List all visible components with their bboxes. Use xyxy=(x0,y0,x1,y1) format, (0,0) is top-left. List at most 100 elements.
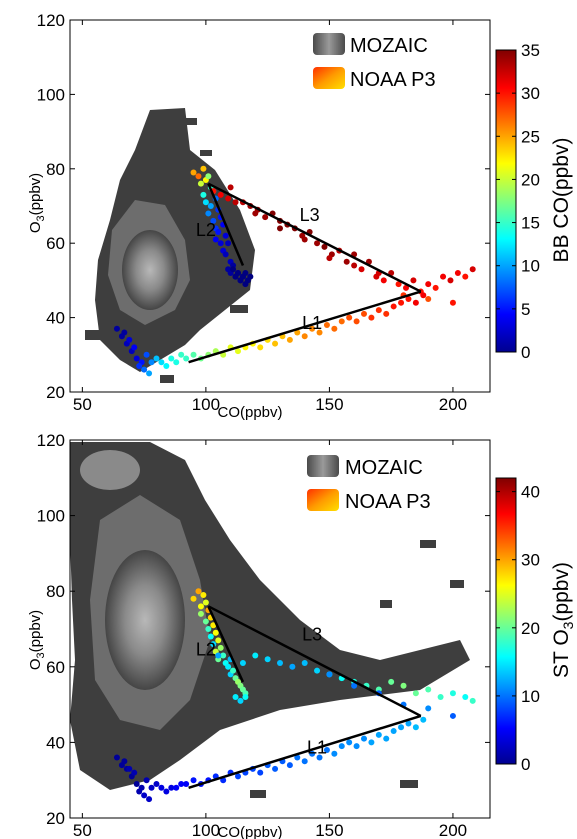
mixing-line-label: L3 xyxy=(300,205,320,225)
colorbar-tick-label: 30 xyxy=(521,84,540,103)
data-point xyxy=(257,344,264,351)
data-point xyxy=(262,214,269,221)
axis-ticks: 50 100 150 200 20 40 60 80 100 120 xyxy=(37,431,490,839)
data-point xyxy=(454,269,461,276)
colorbar-tick-label: 35 xyxy=(521,41,540,60)
legend-label-noaa: NOAA P3 xyxy=(350,69,436,91)
data-point xyxy=(126,765,133,772)
data-point xyxy=(420,716,427,723)
x-tick-label: 150 xyxy=(315,821,343,839)
y-tick-label: 80 xyxy=(46,582,65,601)
data-point xyxy=(200,165,207,172)
data-point xyxy=(462,694,469,701)
data-point xyxy=(358,266,365,273)
x-tick-label: 100 xyxy=(192,821,220,839)
data-point xyxy=(331,750,338,757)
mixing-line-label: L2 xyxy=(196,639,216,659)
data-point xyxy=(294,754,301,761)
data-point xyxy=(153,355,160,362)
mixing-line-label: L2 xyxy=(196,220,216,240)
colorbar-label-tail: (ppbv) xyxy=(550,562,573,622)
mixing-line-label: L3 xyxy=(302,624,322,644)
data-point xyxy=(412,299,419,306)
data-point xyxy=(173,784,180,791)
data-point xyxy=(195,173,202,180)
data-point xyxy=(351,682,358,689)
colorbar-label: BB CO(ppbv) xyxy=(550,138,573,263)
legend-swatch-noaa xyxy=(307,489,339,511)
data-point xyxy=(197,180,204,187)
data-point xyxy=(239,660,246,667)
data-point xyxy=(133,355,140,362)
colorbar-tick-label: 5 xyxy=(521,300,530,319)
legend-label-mozaic: MOZAIC xyxy=(350,35,428,57)
y-tick-label: 40 xyxy=(46,309,65,328)
data-point xyxy=(190,169,197,176)
data-point xyxy=(294,329,301,336)
data-point xyxy=(469,697,476,704)
mixing-line-l1 xyxy=(188,714,422,789)
data-point xyxy=(183,780,190,787)
colorbar-tick-label: 20 xyxy=(521,170,540,189)
data-point xyxy=(398,724,405,731)
data-point xyxy=(131,769,138,776)
data-point xyxy=(212,236,219,243)
data-point xyxy=(215,637,222,644)
colorbar-ticks: 0 10 20 30 40 xyxy=(496,483,540,774)
y-axis-label-main: O xyxy=(27,221,44,233)
data-point xyxy=(232,199,239,206)
data-point xyxy=(136,362,143,369)
y-tick-label: 80 xyxy=(46,160,65,179)
data-point xyxy=(316,754,323,761)
data-point xyxy=(225,663,232,670)
data-point xyxy=(247,273,254,280)
data-point xyxy=(410,277,417,284)
y-tick-label: 40 xyxy=(46,733,65,752)
data-point xyxy=(227,184,234,191)
data-point xyxy=(301,660,308,667)
mozaic-density-field xyxy=(70,442,470,798)
data-point xyxy=(210,217,217,224)
mixing-line-l3 xyxy=(207,182,422,293)
legend: MOZAIC NOAA P3 xyxy=(313,33,436,91)
data-point xyxy=(301,236,308,243)
mixing-line-labels: L1 L2 L3 xyxy=(196,205,322,333)
axes-frame xyxy=(69,439,491,819)
data-point xyxy=(232,694,239,701)
data-point xyxy=(277,225,283,232)
data-point xyxy=(447,277,454,284)
data-point xyxy=(215,652,222,659)
legend-label-mozaic: MOZAIC xyxy=(345,457,423,479)
data-point xyxy=(136,788,143,795)
x-tick-label: 150 xyxy=(315,395,343,414)
data-point xyxy=(420,292,427,299)
data-point xyxy=(449,299,456,306)
colorbar: 0 10 20 30 40 ST O3(ppbv) xyxy=(495,477,576,774)
colorbar-tick-label: 10 xyxy=(521,257,540,276)
colorbar-gradient xyxy=(495,49,517,353)
colorbar-tick-label: 20 xyxy=(521,619,540,638)
x-tick-label: 200 xyxy=(439,821,467,839)
data-point xyxy=(190,595,197,602)
data-point xyxy=(113,325,120,332)
data-point xyxy=(237,697,244,704)
mixing-lines xyxy=(188,605,422,789)
y-tick-label: 60 xyxy=(46,234,65,253)
mixing-line-label: L1 xyxy=(307,738,327,758)
data-point xyxy=(183,355,190,362)
data-point xyxy=(205,173,212,180)
data-point xyxy=(207,633,214,640)
data-point xyxy=(405,720,412,727)
y-tick-label: 100 xyxy=(37,507,65,526)
data-point xyxy=(264,656,271,663)
data-point xyxy=(173,359,180,366)
plot-frame xyxy=(69,439,491,819)
data-point xyxy=(383,735,390,742)
data-point xyxy=(126,336,133,343)
y-axis-label-tail: (ppbv) xyxy=(27,173,44,216)
data-point xyxy=(168,355,175,362)
data-point xyxy=(361,310,367,317)
data-point xyxy=(398,299,405,306)
